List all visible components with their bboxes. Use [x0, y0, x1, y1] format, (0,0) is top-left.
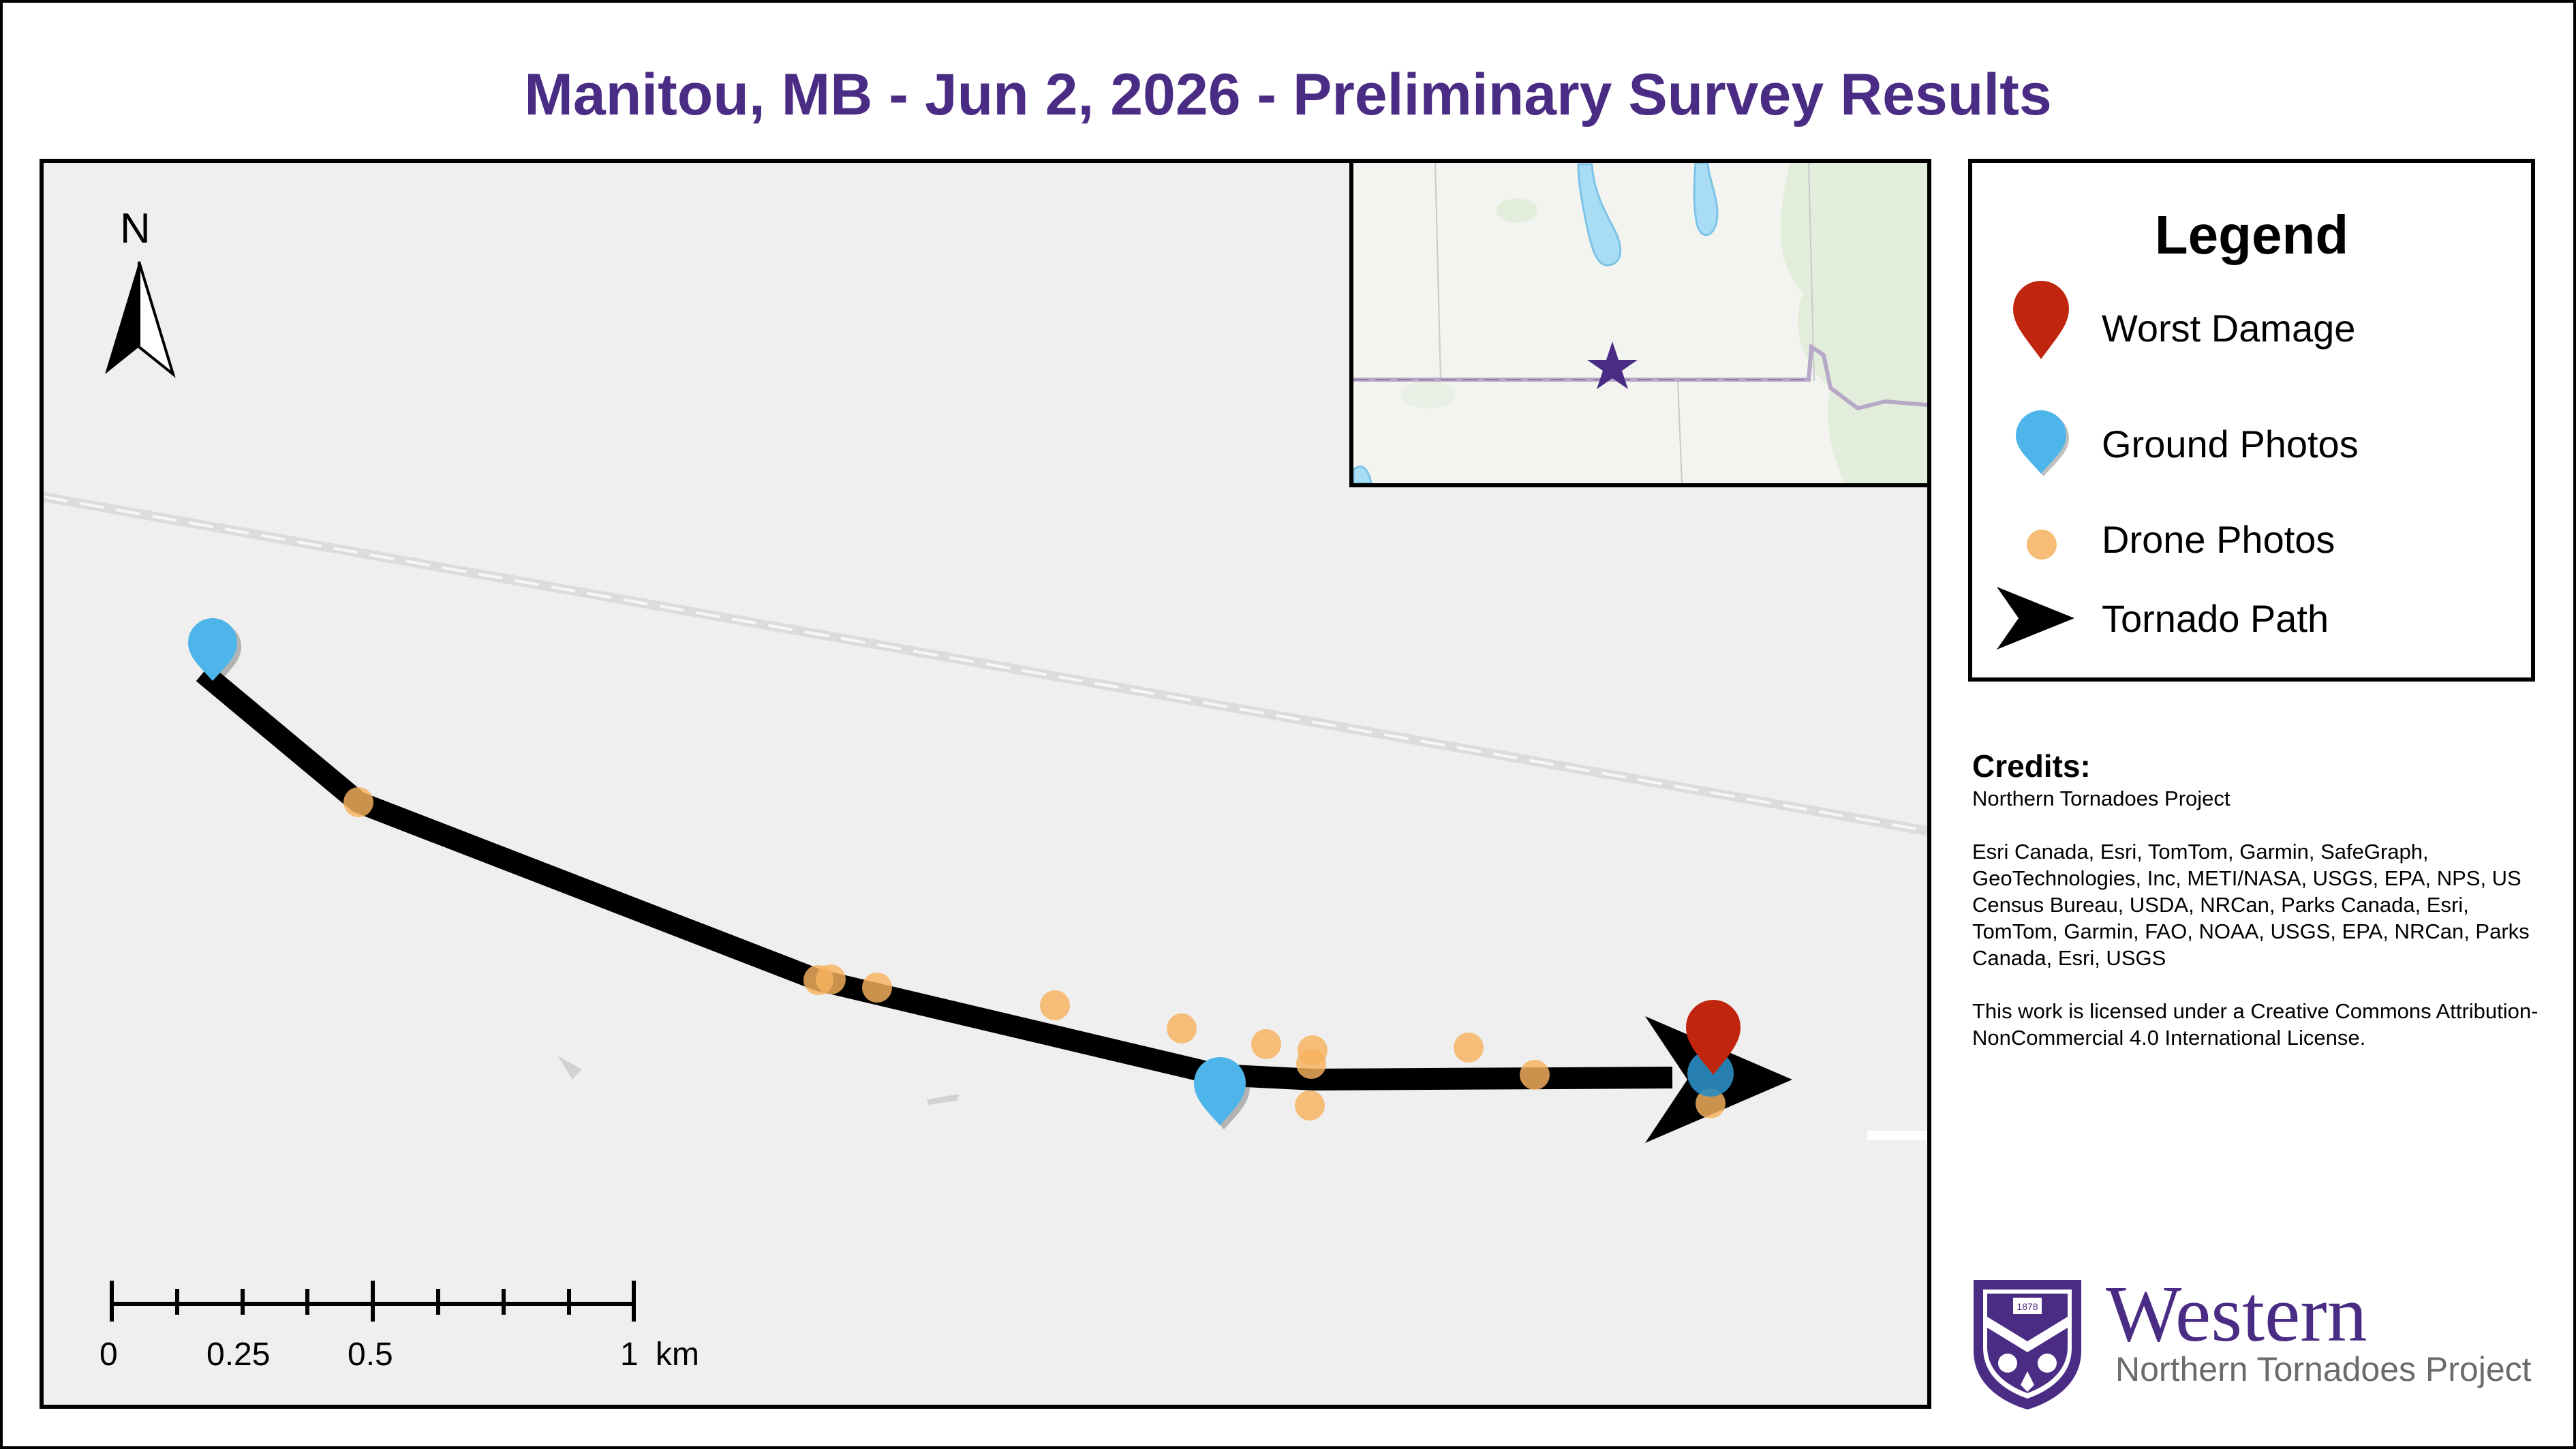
red-marker-icon — [2013, 281, 2069, 359]
ground-photo-marker[interactable] — [1194, 1057, 1250, 1129]
north-arrow-icon — [105, 261, 176, 378]
inset-map[interactable] — [1349, 159, 1931, 487]
scale-unit: km — [656, 1337, 699, 1373]
legend-label-worst-damage: Worst Damage — [2102, 307, 2356, 350]
inset-canvas — [1353, 163, 1927, 483]
scale-label: 0.25 — [206, 1337, 271, 1373]
scale-label: 0.5 — [348, 1337, 393, 1373]
drone-photo-point — [1167, 1013, 1197, 1043]
legend-label-ground-photos: Ground Photos — [2102, 423, 2359, 466]
road-centerline — [44, 495, 1927, 832]
credits-org: Northern Tornadoes Project — [1972, 787, 2230, 810]
map-canvas — [44, 261, 1927, 1322]
north-label: N — [120, 205, 151, 252]
orange-dot-icon — [2027, 530, 2057, 560]
page-title: Manitou, MB - Jun 2, 2026 - Preliminary … — [524, 62, 2052, 127]
logo-subtitle: Northern Tornadoes Project — [2115, 1350, 2532, 1388]
scale-label: 0 — [99, 1337, 118, 1373]
drone-photo-point — [1454, 1033, 1484, 1063]
drone-photo-point — [1696, 1088, 1726, 1118]
credits-heading: Credits: — [1972, 748, 2091, 784]
credits-license: This work is licensed under a Creative C… — [1972, 999, 2539, 1050]
drone-photo-point — [1295, 1090, 1325, 1120]
drone-photo-point — [343, 787, 373, 817]
scale-label: 1 — [620, 1337, 639, 1373]
drone-photo-point — [816, 964, 846, 994]
scale-bar — [110, 1281, 636, 1322]
drone-photo-point — [1296, 1049, 1326, 1079]
credits-block: Credits: Northern Tornadoes Project Esri… — [1972, 747, 2558, 1078]
terrain-feature — [927, 1094, 960, 1105]
crest-year: 1878 — [2017, 1301, 2038, 1312]
ground-photo-marker[interactable] — [188, 618, 241, 685]
drone-photo-point — [1251, 1029, 1281, 1059]
drone-photo-point — [1520, 1060, 1550, 1090]
drone-photo-points — [343, 787, 1726, 1120]
legend-label-tornado-path: Tornado Path — [2102, 597, 2329, 640]
worst-damage-marker[interactable] — [1686, 1000, 1741, 1075]
drone-photo-point — [1040, 990, 1070, 1020]
black-arrow-icon — [1997, 587, 2074, 650]
terrain-feature — [557, 1056, 582, 1080]
logo-wordmark: Western — [2106, 1269, 2367, 1358]
main-map[interactable] — [40, 159, 1931, 1409]
location-star-icon — [1587, 341, 1638, 389]
credits-sources: Esri Canada, Esri, TomTom, Garmin, SafeG… — [1972, 840, 2530, 970]
western-crest-icon: 1878 — [1969, 1276, 2085, 1416]
tornado-path — [196, 664, 1673, 1090]
legend-label-drone-photos: Drone Photos — [2102, 518, 2335, 561]
drone-photo-point — [862, 973, 892, 1003]
legend-title: Legend — [2154, 204, 2349, 265]
blue-marker-icon — [2016, 410, 2069, 476]
legend-panel: Legend Worst Damage Ground Photos Drone … — [1968, 159, 2535, 682]
road-segment — [1867, 1131, 1927, 1140]
